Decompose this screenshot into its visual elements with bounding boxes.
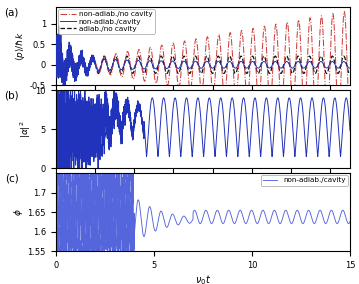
non-adiab./no cavity [348,118,352,121]
adiab./no cavity [205,55,209,58]
adiab./no cavity [272,57,276,60]
non-adiab./cavity [61,90,65,94]
adiab./no cavity [348,71,352,75]
non-adiab./cavity [288,63,292,67]
non-adiab./cavity [241,61,245,64]
non-adiab./no cavity [342,10,346,13]
Legend: non-adiab./cavity: non-adiab./cavity [261,175,348,186]
Y-axis label: $\phi$: $\phi$ [11,208,25,216]
non-adiab./no cavity [53,60,58,64]
non-adiab./cavity [160,60,164,63]
non-adiab./no cavity [288,51,292,55]
non-adiab./cavity [57,24,61,28]
non-adiab./cavity [68,54,73,57]
Y-axis label: $|\alpha|^2$: $|\alpha|^2$ [18,120,33,138]
Legend: non-adiab./no cavity, non-adiab./cavity, adiab./no cavity: non-adiab./no cavity, non-adiab./cavity,… [58,9,154,34]
X-axis label: $\nu_0 t$: $\nu_0 t$ [195,273,211,284]
adiab./no cavity [160,56,164,59]
non-adiab./cavity [53,54,58,58]
non-adiab./no cavity [160,44,164,47]
non-adiab./no cavity [272,44,276,47]
Text: (a): (a) [4,7,19,17]
Y-axis label: $\langle p \rangle/\hbar k$: $\langle p \rangle/\hbar k$ [14,32,27,61]
adiab./no cavity [199,72,203,75]
non-adiab./no cavity [68,59,73,62]
Line: adiab./no cavity: adiab./no cavity [56,56,350,74]
Line: non-adiab./cavity: non-adiab./cavity [56,26,350,92]
Line: non-adiab./no cavity: non-adiab./no cavity [56,11,350,119]
adiab./no cavity [228,55,232,58]
adiab./no cavity [288,64,292,67]
adiab./no cavity [68,56,73,59]
non-adiab./no cavity [241,34,245,38]
adiab./no cavity [241,58,245,61]
non-adiab./no cavity [228,32,232,35]
non-adiab./cavity [272,60,276,64]
Text: (c): (c) [5,173,19,183]
Text: (b): (b) [4,90,19,100]
adiab./no cavity [53,63,58,66]
non-adiab./cavity [228,60,232,63]
non-adiab./cavity [348,66,352,70]
